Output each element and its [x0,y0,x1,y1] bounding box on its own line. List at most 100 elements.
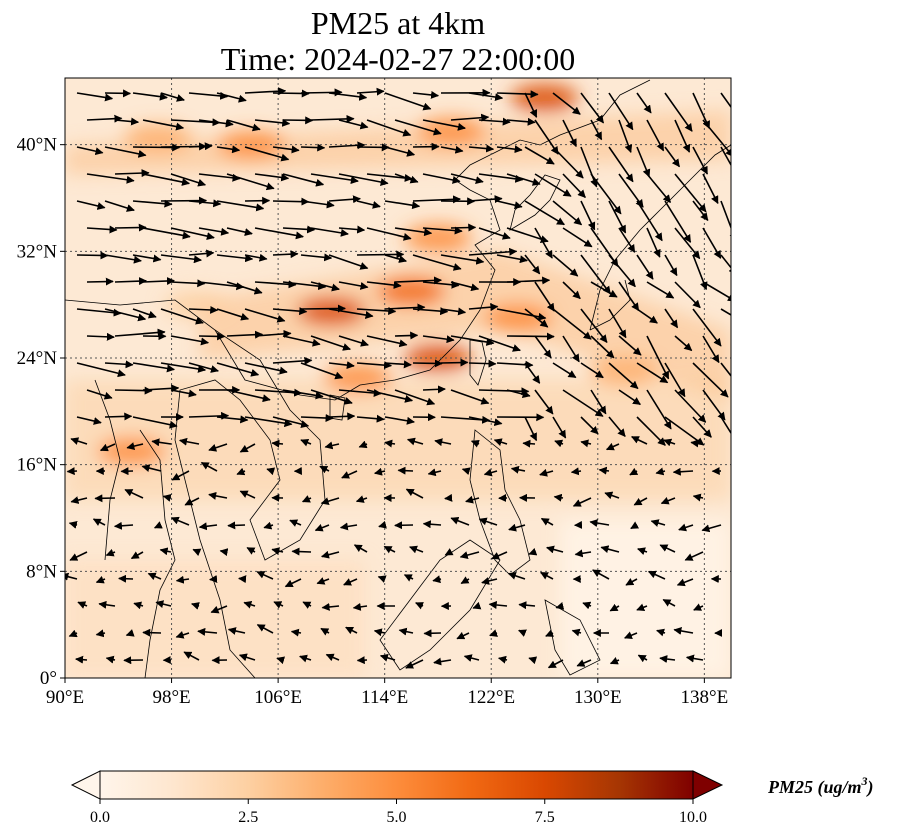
wind-arrow [76,362,126,378]
wind-arrow [528,656,538,665]
wind-arrow [570,467,582,476]
wind-arrow [160,308,204,325]
wind-arrow [518,629,527,637]
wind-arrow [272,356,313,365]
wind-arrow [198,227,230,236]
wind-arrow [604,491,620,500]
wind-arrow [562,173,586,198]
wind-arrow [534,389,554,415]
wind-arrow [702,227,722,259]
wind-arrow [68,521,78,529]
wind-arrow [460,576,470,585]
wind-arrow [254,227,304,240]
wind-arrow [132,362,175,373]
wind-arrow [625,578,638,586]
wind-arrow [373,628,386,637]
wind-arrow [646,119,665,152]
colorbar-gradient [100,771,693,799]
wind-arrow [636,416,666,446]
wind-arrow [244,308,286,323]
wind-arrow [415,602,424,610]
wind-arrow [272,307,308,316]
wind-arrow [243,600,256,609]
wind-arrow [674,389,707,423]
wind-arrow [720,92,731,109]
wind-arrow [636,92,652,114]
wind-arrow [394,331,419,340]
wind-arrow [366,227,412,241]
wind-arrow [552,146,584,179]
wind-arrow [291,547,312,556]
wind-arrow [300,143,326,152]
wind-arrow [328,412,356,421]
wind-arrow [256,624,274,634]
colorbar-extend-max [692,770,724,800]
wind-arrow [580,362,604,379]
wind-arrow [114,277,147,286]
wind-arrow [655,467,666,476]
wind-arrow [422,226,463,235]
wind-arrow [720,200,731,242]
wind-arrow [524,92,538,118]
wind-arrow [142,384,180,393]
wind-arrow [328,92,368,101]
wind-arrow [398,627,414,636]
wind-arrow [321,602,340,611]
wind-arrow [552,92,581,115]
wind-arrow [524,308,549,328]
wind-arrow [405,488,424,499]
wind-arrow [450,281,480,292]
wind-arrow [170,335,210,346]
wind-arrow [702,173,719,205]
wind-arrow [290,628,302,637]
wind-arrow [86,277,114,286]
wind-arrow [394,276,443,285]
wind-arrow [552,416,567,439]
pm25-plume [510,84,579,112]
wind-arrow [384,416,415,425]
wind-arrow [459,551,480,559]
wind-arrow [105,655,116,664]
wind-arrow [590,281,618,298]
wind-arrow [324,441,340,450]
x-axis: 90°E 98°E 106°E 114°E 122°E 130°E 138°E [46,678,728,708]
wind-arrow [592,569,610,580]
wind-arrow [76,416,102,425]
x-tick-label: 130°E [574,687,622,708]
wind-arrow [188,142,213,151]
wind-arrow [76,251,109,260]
wind-arrow [422,520,442,529]
wind-arrow [130,551,144,560]
wind-arrow [328,141,366,150]
wind-arrow [618,335,642,356]
wind-arrow [310,389,353,405]
wind-arrow [142,119,185,131]
wind-arrow [478,117,511,126]
wind-arrow [124,488,144,499]
wind-arrow [300,253,333,262]
wind-arrow [409,545,424,554]
wind-arrow [540,571,554,580]
colorbar-tick-label: 5.0 [387,809,407,826]
wind-arrow [338,335,369,347]
wind-arrow [244,146,290,162]
wind-arrow [345,626,358,635]
wind-arrow [310,173,359,185]
wind-arrow [590,389,607,415]
wind-arrow [77,601,88,609]
wind-arrow [468,144,495,153]
wind-arrow [338,389,382,397]
wind-arrow [266,467,276,476]
wind-arrow [328,254,369,270]
wind-arrow [552,362,577,379]
wind-arrow [646,227,661,258]
wind-arrow [328,361,355,370]
wind-arrow [86,389,113,400]
colorbar: 0.0 2.5 5.0 7.5 10.0 PM25 (ug/m3) [70,770,874,826]
wind-arrow [300,88,343,97]
wind-arrow [506,173,541,186]
wind-arrow [188,411,230,420]
wind-arrow [637,547,648,556]
wind-arrow [576,659,592,667]
wind-arrow [690,439,704,448]
